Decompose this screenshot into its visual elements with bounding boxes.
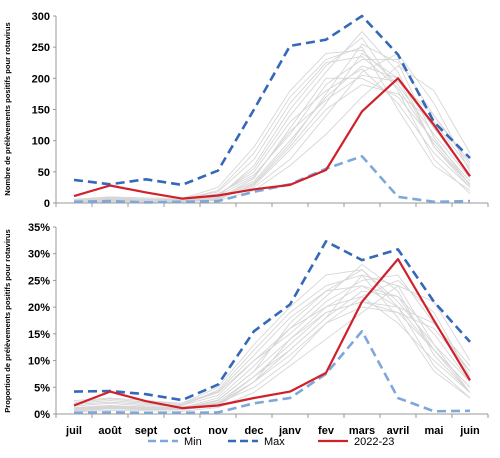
top-y-tick-label: 250 xyxy=(32,42,50,54)
top-past-season-line xyxy=(73,84,471,203)
x-tick-label-oct: oct xyxy=(174,425,191,437)
x-tick-label-août: août xyxy=(98,425,122,437)
bottom-y-tick-label: 25% xyxy=(28,275,50,287)
top-past-season-line xyxy=(73,68,471,201)
legend-label-max: Max xyxy=(264,436,285,448)
bottom-y-tick-label: 5% xyxy=(34,382,50,394)
top-y-tick-label: 150 xyxy=(32,105,50,117)
top-y-tick-label: 0 xyxy=(44,198,50,210)
x-tick-label-mars: mars xyxy=(349,425,375,437)
bottom-y-axis-label: Proportion de prélèvements positifs pour… xyxy=(3,229,12,413)
bottom-chart: Proportion de prélèvements positifs pour… xyxy=(3,222,489,437)
bottom-past-season-line xyxy=(73,274,471,407)
bottom-past-season-line xyxy=(73,285,471,404)
bottom-past-season-line xyxy=(73,274,471,411)
legend-label-2022-23: 2022-23 xyxy=(354,436,394,448)
x-tick-label-fev: fev xyxy=(318,425,335,437)
x-tick-label-mai: mai xyxy=(425,425,444,437)
top-past-season-line xyxy=(73,43,471,203)
x-tick-label-nov: nov xyxy=(208,425,228,437)
top-y-axis-label: Nombre de prélèvements positifs pour rot… xyxy=(3,22,12,195)
bottom-past-season-line xyxy=(73,301,471,409)
top-past-season-line xyxy=(73,30,471,202)
bottom-y-tick-label: 20% xyxy=(28,302,50,314)
x-tick-label-avril: avril xyxy=(387,425,410,437)
top-y-tick-label: 100 xyxy=(32,136,50,148)
bottom-y-tick-label: 30% xyxy=(28,249,50,261)
top-series-2022-23 xyxy=(73,77,471,200)
x-tick-label-dec: dec xyxy=(245,425,264,437)
top-y-tick-label: 300 xyxy=(32,11,50,23)
top-past-season-line xyxy=(73,49,471,200)
bottom-past-season-line xyxy=(73,274,471,405)
bottom-series-min xyxy=(73,329,471,415)
bottom-y-tick-label: 10% xyxy=(28,356,50,368)
bottom-past-season-line xyxy=(73,290,471,410)
bottom-past-season-line xyxy=(73,296,471,406)
bottom-past-season-line xyxy=(73,285,471,413)
x-tick-label-juin: juin xyxy=(459,425,480,437)
bottom-series-max xyxy=(73,240,471,402)
x-tick-label-janv: janv xyxy=(278,425,302,437)
top-past-season-line xyxy=(73,56,471,201)
bottom-past-season-line xyxy=(73,263,471,409)
legend: Min Max 2022-23 xyxy=(148,436,394,448)
bottom-series-2022-23 xyxy=(73,258,471,410)
top-chart: Nombre de prélèvements positifs pour rot… xyxy=(3,11,489,210)
bottom-past-season-line xyxy=(73,269,471,410)
top-past-season-line xyxy=(73,77,471,203)
legend-label-min: Min xyxy=(184,436,202,448)
bottom-y-tick-label: 0% xyxy=(34,409,50,421)
x-tick-label-juil: juil xyxy=(65,425,82,437)
bottom-y-tick-label: 15% xyxy=(28,329,50,341)
top-y-tick-label: 50 xyxy=(38,167,50,179)
bottom-y-tick-label: 35% xyxy=(28,222,50,234)
x-tick-label-sept: sept xyxy=(135,425,158,437)
bottom-past-season-line xyxy=(73,306,471,411)
top-y-tick-label: 200 xyxy=(32,73,50,85)
top-past-season-line xyxy=(73,37,471,203)
top-series-max xyxy=(73,14,471,187)
